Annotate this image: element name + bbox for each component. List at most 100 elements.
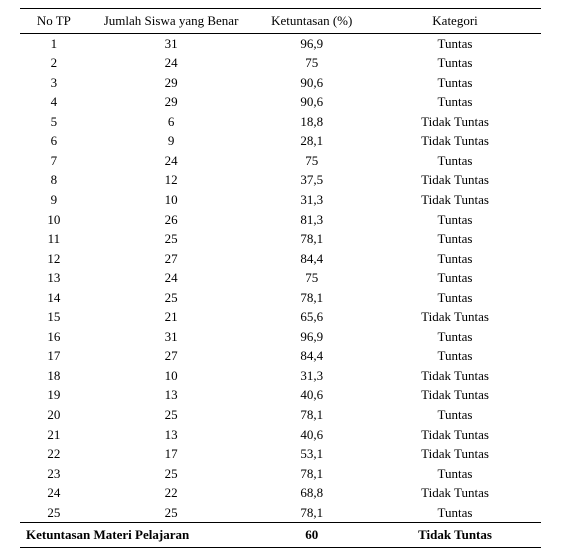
table-body: 13196,9Tuntas22475Tuntas32990,6Tuntas429…	[20, 33, 541, 547]
cell-kategori: Tuntas	[369, 33, 541, 53]
cell-ketuntasan: 18,8	[254, 112, 369, 132]
cell-no-tp: 12	[20, 249, 88, 269]
cell-no-tp: 10	[20, 210, 88, 230]
cell-jumlah: 29	[88, 92, 255, 112]
table-row: 6928,1Tidak Tuntas	[20, 131, 541, 151]
cell-ketuntasan: 90,6	[254, 92, 369, 112]
cell-ketuntasan: 31,3	[254, 366, 369, 386]
cell-ketuntasan: 96,9	[254, 327, 369, 347]
cell-ketuntasan: 78,1	[254, 464, 369, 484]
ketuntasan-table: No TP Jumlah Siswa yang Benar Ketuntasan…	[20, 8, 541, 548]
cell-kategori: Tuntas	[369, 73, 541, 93]
table-row: 13196,9Tuntas	[20, 33, 541, 53]
cell-kategori: Tidak Tuntas	[369, 112, 541, 132]
cell-jumlah: 12	[88, 170, 255, 190]
cell-jumlah: 29	[88, 73, 255, 93]
cell-no-tp: 9	[20, 190, 88, 210]
table-row: 152165,6Tidak Tuntas	[20, 307, 541, 327]
cell-kategori: Tuntas	[369, 53, 541, 73]
cell-jumlah: 27	[88, 346, 255, 366]
cell-no-tp: 6	[20, 131, 88, 151]
table-header-row: No TP Jumlah Siswa yang Benar Ketuntasan…	[20, 9, 541, 34]
cell-kategori: Tidak Tuntas	[369, 425, 541, 445]
cell-jumlah: 25	[88, 288, 255, 308]
cell-jumlah: 22	[88, 483, 255, 503]
cell-ketuntasan: 68,8	[254, 483, 369, 503]
table-row: 242268,8Tidak Tuntas	[20, 483, 541, 503]
summary-value: 60	[254, 523, 369, 548]
cell-kategori: Tuntas	[369, 229, 541, 249]
cell-kategori: Tuntas	[369, 327, 541, 347]
cell-no-tp: 21	[20, 425, 88, 445]
header-jumlah: Jumlah Siswa yang Benar	[88, 9, 255, 34]
cell-no-tp: 11	[20, 229, 88, 249]
cell-ketuntasan: 78,1	[254, 229, 369, 249]
table-row: 163196,9Tuntas	[20, 327, 541, 347]
table-row: 102681,3Tuntas	[20, 210, 541, 230]
table-row: 81237,5Tidak Tuntas	[20, 170, 541, 190]
cell-no-tp: 17	[20, 346, 88, 366]
cell-jumlah: 10	[88, 366, 255, 386]
cell-jumlah: 24	[88, 268, 255, 288]
cell-ketuntasan: 75	[254, 53, 369, 73]
cell-ketuntasan: 75	[254, 268, 369, 288]
cell-kategori: Tidak Tuntas	[369, 483, 541, 503]
cell-kategori: Tuntas	[369, 268, 541, 288]
cell-no-tp: 15	[20, 307, 88, 327]
table-row: 132475Tuntas	[20, 268, 541, 288]
header-no-tp: No TP	[20, 9, 88, 34]
table-row: 211340,6Tidak Tuntas	[20, 425, 541, 445]
table-row: 22475Tuntas	[20, 53, 541, 73]
cell-jumlah: 25	[88, 405, 255, 425]
cell-jumlah: 24	[88, 151, 255, 171]
cell-ketuntasan: 28,1	[254, 131, 369, 151]
cell-kategori: Tidak Tuntas	[369, 190, 541, 210]
cell-no-tp: 3	[20, 73, 88, 93]
table-row: 221753,1Tidak Tuntas	[20, 444, 541, 464]
table-row: 122784,4Tuntas	[20, 249, 541, 269]
cell-no-tp: 8	[20, 170, 88, 190]
cell-ketuntasan: 78,1	[254, 503, 369, 523]
table-row: 181031,3Tidak Tuntas	[20, 366, 541, 386]
cell-jumlah: 10	[88, 190, 255, 210]
cell-kategori: Tuntas	[369, 405, 541, 425]
table-row: 91031,3Tidak Tuntas	[20, 190, 541, 210]
cell-no-tp: 23	[20, 464, 88, 484]
cell-jumlah: 21	[88, 307, 255, 327]
cell-no-tp: 7	[20, 151, 88, 171]
cell-ketuntasan: 78,1	[254, 288, 369, 308]
cell-no-tp: 13	[20, 268, 88, 288]
cell-kategori: Tuntas	[369, 288, 541, 308]
table-row: 5618,8Tidak Tuntas	[20, 112, 541, 132]
cell-jumlah: 6	[88, 112, 255, 132]
cell-ketuntasan: 90,6	[254, 73, 369, 93]
cell-ketuntasan: 37,5	[254, 170, 369, 190]
cell-kategori: Tidak Tuntas	[369, 385, 541, 405]
cell-jumlah: 31	[88, 327, 255, 347]
cell-ketuntasan: 84,4	[254, 249, 369, 269]
cell-ketuntasan: 84,4	[254, 346, 369, 366]
cell-ketuntasan: 65,6	[254, 307, 369, 327]
cell-jumlah: 26	[88, 210, 255, 230]
summary-kategori: Tidak Tuntas	[369, 523, 541, 548]
cell-kategori: Tuntas	[369, 464, 541, 484]
header-ketuntasan: Ketuntasan (%)	[254, 9, 369, 34]
cell-no-tp: 22	[20, 444, 88, 464]
cell-jumlah: 17	[88, 444, 255, 464]
cell-no-tp: 20	[20, 405, 88, 425]
cell-ketuntasan: 40,6	[254, 385, 369, 405]
cell-no-tp: 14	[20, 288, 88, 308]
cell-jumlah: 13	[88, 425, 255, 445]
table-row: 172784,4Tuntas	[20, 346, 541, 366]
cell-kategori: Tuntas	[369, 210, 541, 230]
cell-kategori: Tidak Tuntas	[369, 170, 541, 190]
cell-ketuntasan: 81,3	[254, 210, 369, 230]
cell-ketuntasan: 31,3	[254, 190, 369, 210]
cell-jumlah: 27	[88, 249, 255, 269]
cell-no-tp: 18	[20, 366, 88, 386]
cell-kategori: Tuntas	[369, 503, 541, 523]
cell-jumlah: 31	[88, 33, 255, 53]
table-row: 232578,1Tuntas	[20, 464, 541, 484]
cell-kategori: Tuntas	[369, 346, 541, 366]
cell-no-tp: 19	[20, 385, 88, 405]
